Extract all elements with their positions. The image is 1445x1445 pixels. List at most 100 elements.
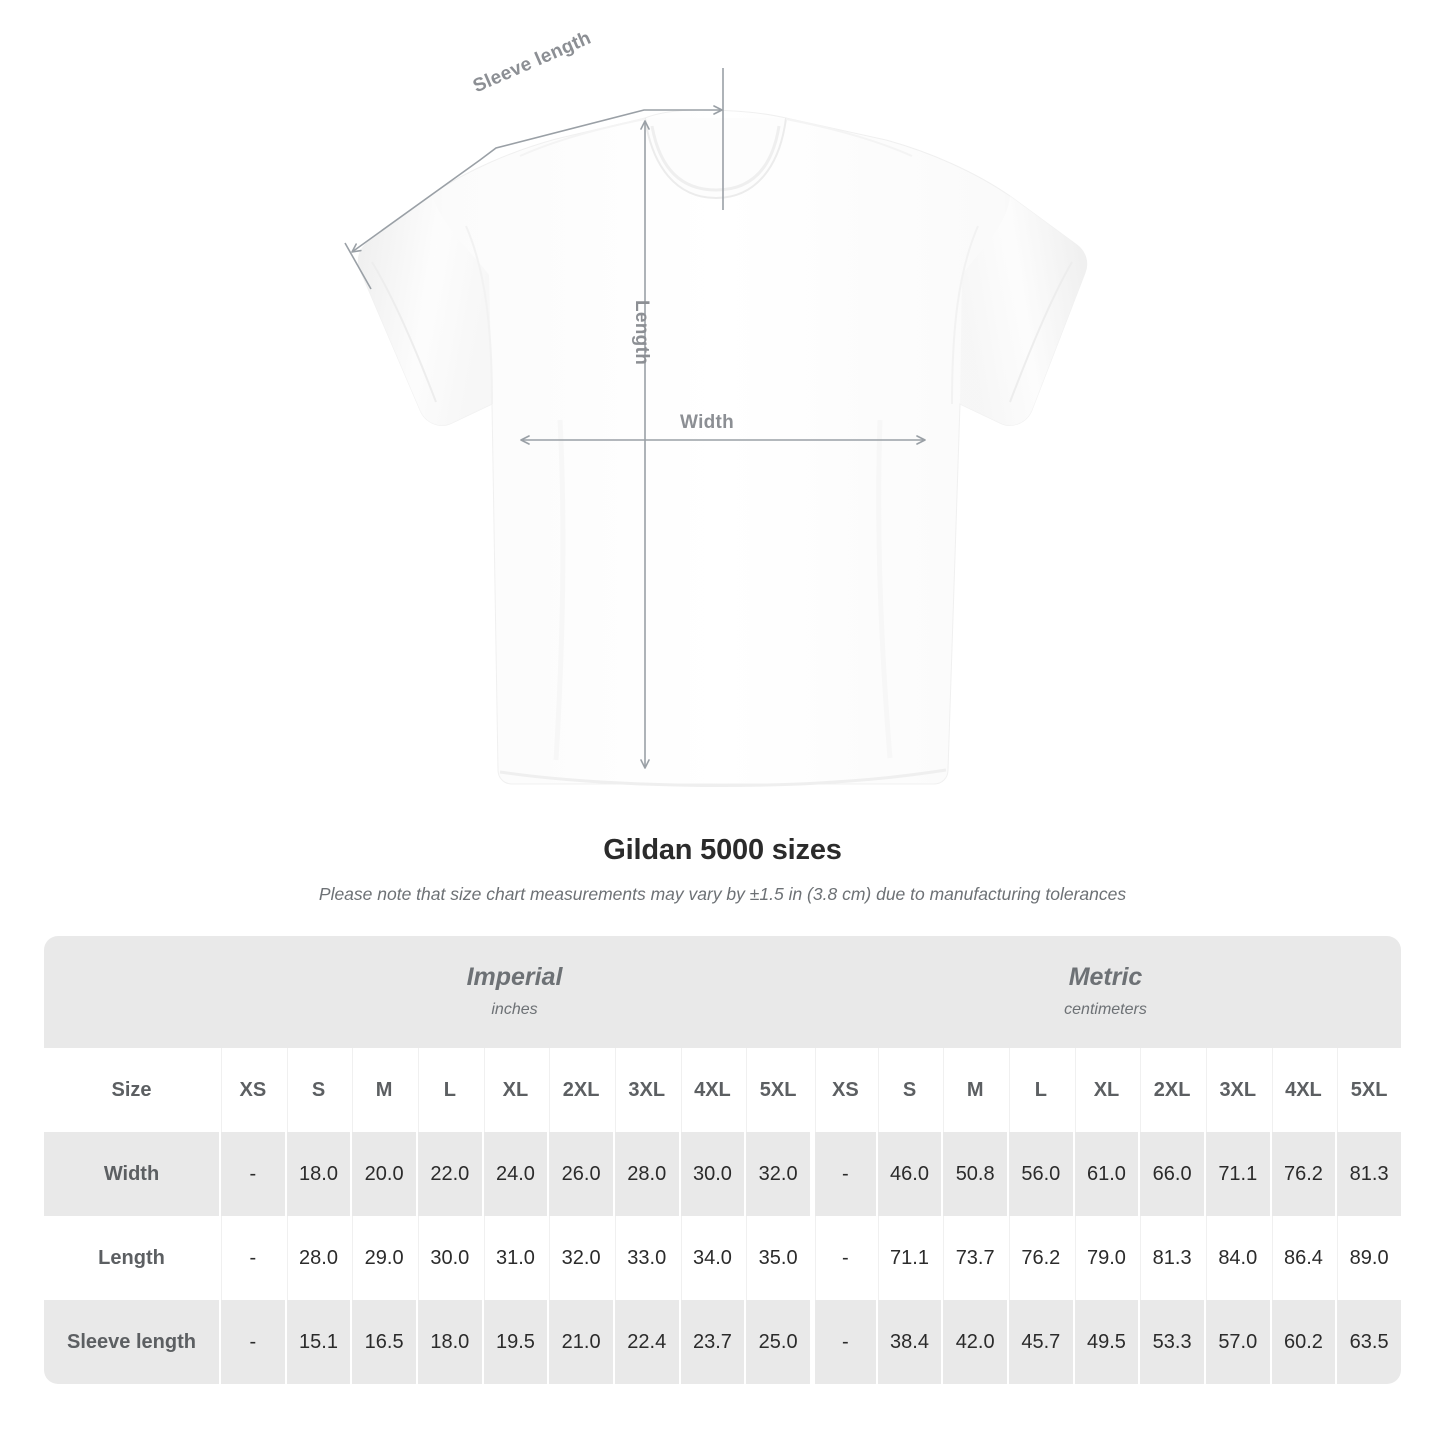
size-header-imperial-2xl: 2XL — [547, 1048, 613, 1132]
cell-width-imperial-xl: 24.0 — [481, 1132, 548, 1216]
cell-sleeve-length-imperial-5xl: 25.0 — [744, 1300, 811, 1384]
cell-sleeve-length-metric-2xl: 53.3 — [1138, 1300, 1204, 1384]
cell-width-imperial-l: 22.0 — [415, 1132, 482, 1216]
size-header-metric-5xl: 5XL — [1335, 1048, 1401, 1132]
cell-sleeve-length-imperial-2xl: 21.0 — [547, 1300, 613, 1384]
cell-sleeve-length-metric-xs: - — [810, 1300, 876, 1384]
cell-sleeve-length-imperial-xs: - — [219, 1300, 285, 1384]
cell-width-metric-4xl: 76.2 — [1269, 1132, 1336, 1216]
measurement-guides — [344, 68, 926, 769]
page-subtitle: Please note that size chart measurements… — [318, 884, 1127, 904]
unit-header-spacer — [44, 936, 219, 1048]
size-header-imperial-4xl: 4XL — [678, 1048, 745, 1132]
cell-sleeve-length-imperial-3xl: 22.4 — [612, 1300, 679, 1384]
size-header-metric-xl: XL — [1072, 1048, 1139, 1132]
table-row: Sleeve length -15.1 16.5 18.0 19.5 21.0 22.4 23… — [44, 1300, 1401, 1384]
size-header-metric-4xl: 4XL — [1269, 1048, 1336, 1132]
row-label-sleeve-length: Sleeve length — [44, 1300, 219, 1384]
sleeve-length-arrow — [344, 68, 724, 290]
cell-width-imperial-3xl: 28.0 — [612, 1132, 679, 1216]
size-header-metric-l: L — [1006, 1048, 1073, 1132]
cell-length-metric-xs: - — [810, 1216, 876, 1300]
cell-length-imperial-m: 29.0 — [350, 1216, 416, 1300]
unit-header-row: Imperial inches Metric centimeters — [44, 936, 1401, 1048]
cell-width-metric-s: 46.0 — [875, 1132, 942, 1216]
cell-width-metric-xl: 61.0 — [1072, 1132, 1139, 1216]
cell-width-imperial-2xl: 26.0 — [547, 1132, 613, 1216]
cell-sleeve-length-imperial-m: 16.5 — [350, 1300, 416, 1384]
size-header-imperial-m: M — [350, 1048, 416, 1132]
cell-length-metric-xl: 79.0 — [1072, 1216, 1139, 1300]
cell-length-metric-3xl: 84.0 — [1203, 1216, 1270, 1300]
unit-subtitle: inches — [491, 1001, 538, 1018]
size-header-metric-s: S — [875, 1048, 942, 1132]
cell-width-metric-m: 50.8 — [941, 1132, 1007, 1216]
cell-length-imperial-s: 28.0 — [284, 1216, 351, 1300]
cell-width-imperial-s: 18.0 — [284, 1132, 351, 1216]
title-block: Gildan 5000 sizes Please note that size … — [0, 830, 1445, 908]
unit-name: Imperial — [466, 963, 563, 991]
cell-width-metric-2xl: 66.0 — [1138, 1132, 1204, 1216]
row-label-length: Length — [44, 1216, 219, 1300]
unit-subtitle: centimeters — [1064, 1001, 1147, 1018]
size-chart-table: Imperial inches Metric centimeters Size XS S M L… — [44, 936, 1401, 1384]
cell-length-imperial-xl: 31.0 — [481, 1216, 548, 1300]
cell-length-metric-s: 71.1 — [875, 1216, 942, 1300]
table-row: Length -28.0 29.0 30.0 31.0 32.0 33.0 34.0 35.0-… — [44, 1216, 1401, 1300]
cell-sleeve-length-imperial-4xl: 23.7 — [678, 1300, 745, 1384]
unit-name: Metric — [1068, 963, 1143, 991]
cell-width-metric-5xl: 81.3 — [1335, 1132, 1401, 1216]
length-dimension-label: Length — [631, 300, 652, 366]
cell-sleeve-length-imperial-s: 15.1 — [284, 1300, 351, 1384]
tshirt-measurement-diagram: Sleeve length Length Width — [344, 28, 1088, 787]
cell-sleeve-length-imperial-l: 18.0 — [415, 1300, 482, 1384]
cell-length-metric-4xl: 86.4 — [1269, 1216, 1336, 1300]
size-header-row: Size XS S M L XL 2XL 3XL 4XL 5XL XS S M L XL 2XL 3XL 4XL 5… — [44, 1048, 1401, 1132]
cell-sleeve-length-metric-3xl: 57.0 — [1203, 1300, 1270, 1384]
size-chart-table-wrapper: Imperial inches Metric centimeters Size XS S M L… — [44, 936, 1401, 1384]
width-dimension-label: Width — [680, 412, 735, 433]
page-title: Gildan 5000 sizes — [603, 834, 842, 866]
cell-sleeve-length-metric-4xl: 60.2 — [1269, 1300, 1336, 1384]
cell-width-imperial-m: 20.0 — [350, 1132, 416, 1216]
size-header-imperial-l: L — [415, 1048, 482, 1132]
cell-width-imperial-4xl: 30.0 — [678, 1132, 745, 1216]
cell-length-imperial-xs: - — [219, 1216, 285, 1300]
cell-length-imperial-4xl: 34.0 — [678, 1216, 745, 1300]
cell-width-metric-3xl: 71.1 — [1203, 1132, 1270, 1216]
cell-sleeve-length-metric-l: 45.7 — [1006, 1300, 1073, 1384]
cell-length-metric-2xl: 81.3 — [1138, 1216, 1204, 1300]
cell-sleeve-length-metric-5xl: 63.5 — [1335, 1300, 1401, 1384]
cell-sleeve-length-metric-xl: 49.5 — [1072, 1300, 1139, 1384]
cell-width-imperial-5xl: 32.0 — [744, 1132, 811, 1216]
cell-length-metric-5xl: 89.0 — [1335, 1216, 1401, 1300]
size-header-metric-m: M — [941, 1048, 1007, 1132]
size-header-metric-2xl: 2XL — [1138, 1048, 1204, 1132]
size-header-label: Size — [44, 1048, 219, 1132]
cell-sleeve-length-metric-s: 38.4 — [875, 1300, 942, 1384]
size-header-imperial-3xl: 3XL — [612, 1048, 679, 1132]
cell-width-metric-xs: - — [810, 1132, 876, 1216]
size-header-imperial-xs: XS — [219, 1048, 285, 1132]
cell-sleeve-length-imperial-xl: 19.5 — [481, 1300, 548, 1384]
cell-length-imperial-2xl: 32.0 — [547, 1216, 613, 1300]
cell-sleeve-length-metric-m: 42.0 — [941, 1300, 1007, 1384]
unit-header-metric: Metric centimeters — [810, 936, 1401, 1048]
size-header-metric-xs: XS — [810, 1048, 876, 1132]
cell-width-metric-l: 56.0 — [1006, 1132, 1073, 1216]
cell-length-imperial-l: 30.0 — [415, 1216, 482, 1300]
size-header-imperial-s: S — [284, 1048, 351, 1132]
cell-length-imperial-5xl: 35.0 — [744, 1216, 811, 1300]
size-header-imperial-5xl: 5XL — [744, 1048, 811, 1132]
tshirt-illustration — [344, 68, 1088, 787]
shirt-silhouette — [357, 109, 1088, 787]
cell-width-imperial-xs: - — [219, 1132, 285, 1216]
cell-length-metric-m: 73.7 — [941, 1216, 1007, 1300]
size-header-imperial-xl: XL — [481, 1048, 548, 1132]
cell-length-metric-l: 76.2 — [1006, 1216, 1073, 1300]
row-label-width: Width — [44, 1132, 219, 1216]
cell-length-imperial-3xl: 33.0 — [612, 1216, 679, 1300]
table-row: Width -18.0 20.0 22.0 24.0 26.0 28.0 30.0 32.0-4… — [44, 1132, 1401, 1216]
size-header-metric-3xl: 3XL — [1203, 1048, 1270, 1132]
unit-header-imperial: Imperial inches — [219, 936, 811, 1048]
